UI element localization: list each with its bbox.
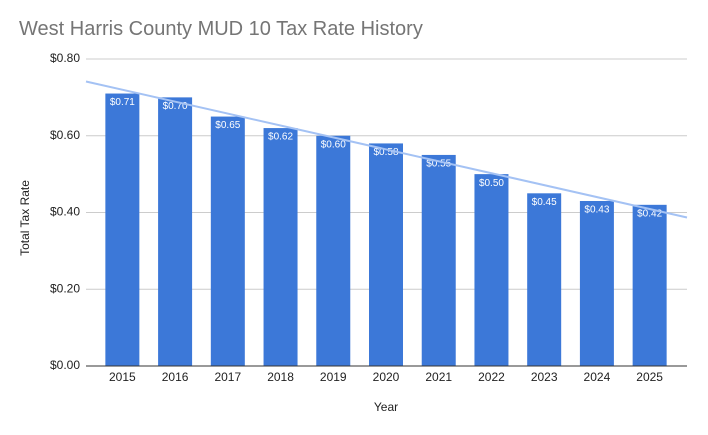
bar [158,97,193,366]
x-tick-label: 2018 [267,370,294,384]
value-label: $0.55 [426,159,451,170]
bar [316,135,351,366]
x-tick-label: 2024 [584,370,611,384]
value-label: $0.71 [110,97,135,108]
value-label: $0.50 [479,178,504,189]
x-tick-label: 2022 [478,370,505,384]
x-tick-label: 2017 [214,370,241,384]
bar [527,193,562,366]
x-tick-label: 2023 [531,370,558,384]
x-tick-label: 2019 [320,370,347,384]
bar [579,200,614,366]
y-tick-label: $0.20 [50,281,80,295]
bar [263,128,298,366]
value-label: $0.43 [584,205,609,216]
x-axis-label: Year [374,400,398,414]
bar [210,116,245,366]
value-label: $0.62 [268,132,293,143]
y-tick-label: $0.40 [50,205,80,219]
x-tick-label: 2020 [373,370,400,384]
trendline [85,80,688,219]
y-axis-label: Total Tax Rate [18,180,32,256]
y-tick-label: $0.60 [50,128,80,142]
value-label: $0.65 [215,120,240,131]
x-tick-label: 2015 [109,370,136,384]
x-tick-label: 2025 [636,370,663,384]
value-label: $0.58 [373,147,398,158]
value-label: $0.42 [637,208,662,219]
bar [369,143,403,366]
bar [632,204,667,366]
value-label: $0.60 [321,139,346,150]
x-tick-label: 2021 [425,370,452,384]
chart-title: West Harris County MUD 10 Tax Rate Histo… [19,18,423,40]
x-tick-label: 2016 [162,370,189,384]
value-label: $0.45 [532,197,557,208]
bar [421,154,456,366]
y-tick-label: $0.00 [50,358,80,372]
bar [474,174,509,366]
bar [105,93,140,366]
value-label: $0.70 [163,101,188,112]
y-tick-label: $0.80 [50,51,80,65]
